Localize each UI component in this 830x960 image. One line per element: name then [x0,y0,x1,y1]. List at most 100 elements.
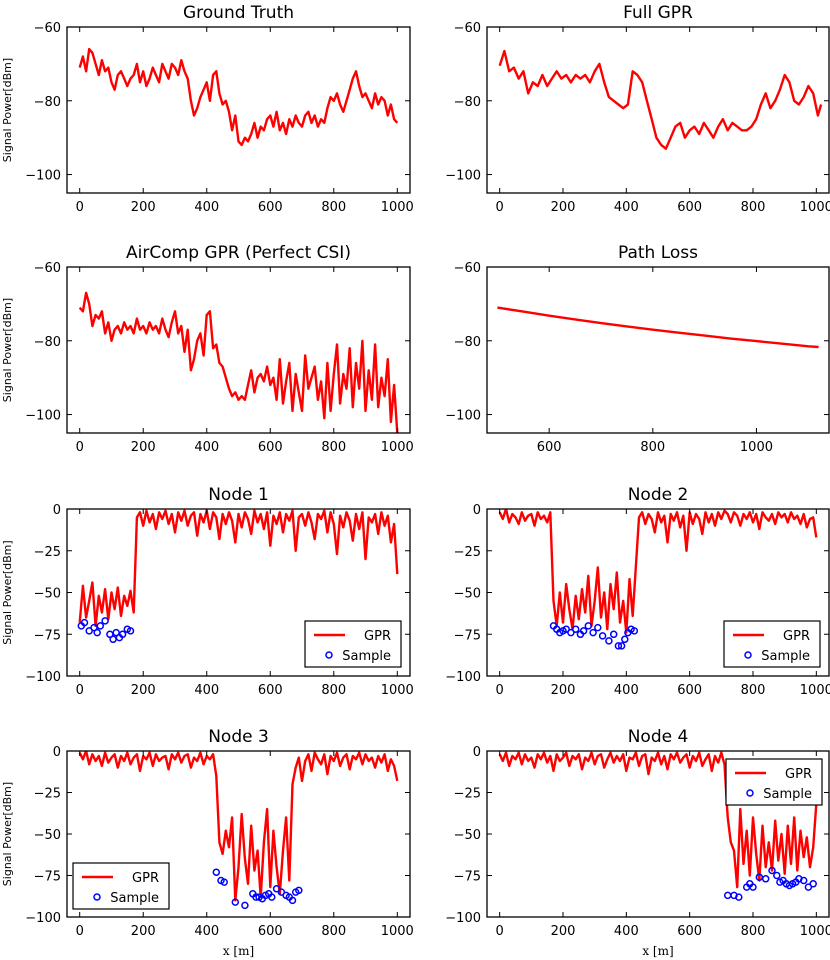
x-axis-label: x [m] [223,944,254,958]
sample-point [799,876,808,885]
legend: GPR Sample [72,862,170,910]
series-line-signal [497,306,819,349]
x-tick-label: 0 [76,924,84,939]
x-tick-label: 0 [76,200,84,215]
x-tick-label: 1000 [800,924,830,939]
sample-point [579,627,588,635]
sample-point [605,637,613,645]
sample-point [761,875,770,883]
legend-box [723,620,821,668]
x-tick-label: 400 [614,683,639,698]
x-tick-label: 1000 [800,683,830,698]
x-tick-label: 600 [258,440,283,455]
x-tick-label: 200 [551,924,576,939]
x-tick-label: 600 [258,200,283,215]
y-tick-label: −25 [34,545,61,560]
panel-4: Path Loss 600 800 1000 −60 −80 −100 [445,243,830,455]
series-line-gpr [498,751,818,889]
sample-point [735,893,743,901]
x-tick-label: 800 [741,683,766,698]
sample-point [749,883,757,891]
x-tick-label: 0 [76,683,84,698]
x-tick-label: 800 [640,440,665,455]
legend: GPR Sample [725,758,823,806]
sample-point [768,866,776,875]
sample-point [567,628,575,637]
legend: GPR Sample [304,620,402,668]
x-tick-label: 200 [131,924,156,939]
x-tick-label: 800 [741,924,766,939]
y-tick-label: −100 [25,911,61,926]
sample-point [231,898,240,906]
sample-point [809,880,817,888]
x-tick-label: 0 [76,440,84,455]
chart-title: Node 4 [628,727,689,747]
legend-label-gpr: GPR [783,629,810,644]
sample-point [288,896,297,905]
plot-frame [66,266,411,434]
chart-title: Full GPR [623,3,693,23]
x-tick-label: 1000 [740,440,773,455]
sample-point [804,883,813,891]
y-tick-label: −50 [454,587,481,602]
y-axis-label: Signal Power[dBm] [1,782,14,886]
x-tick-label: 200 [131,683,156,698]
legend-marker-swatch [746,789,754,797]
y-tick-label: −50 [34,828,61,843]
sample-point [212,868,221,876]
sample-point [126,627,135,635]
legend-label-sample: Sample [763,787,812,802]
sample-point [112,628,120,637]
panel-2: Full GPR 0 200 400 600 800 1000 −60 −80 −100 [445,3,830,215]
y-tick-label: −100 [25,670,61,685]
series-line-signal [78,291,399,433]
panel-3: AirComp GPR (Perfect CSI) 0 200 400 600 800 10… [1,243,414,455]
y-tick-label: −100 [445,911,481,926]
y-tick-label: 0 [473,503,481,518]
chart-title: Ground Truth [183,3,294,23]
x-tick-label: 0 [496,924,504,939]
sample-point [589,628,597,637]
sample-point [96,622,105,630]
x-tick-label: 200 [551,683,576,698]
panel-8: Node 4 0 200 400 600 800 1000 0 −25 −50 −75 −100 x [… [445,727,830,958]
chart-title: AirComp GPR (Perfect CSI) [126,243,351,263]
x-tick-label: 1000 [381,924,414,939]
x-tick-label: 600 [258,924,283,939]
legend: GPR Sample [723,620,821,668]
x-tick-label: 400 [194,200,219,215]
sample-point [723,891,732,900]
legend-label-gpr: GPR [364,629,391,644]
sample-point [295,886,303,895]
chart-title: Node 2 [628,485,689,505]
x-tick-label: 800 [321,200,346,215]
series-line-signal [498,49,823,150]
y-tick-label: −60 [454,261,481,276]
chart-title: Node 3 [208,727,269,747]
y-tick-label: −25 [454,787,481,802]
plot-frame [486,26,830,194]
sample-point [621,635,629,644]
x-tick-label: 1000 [800,200,830,215]
y-tick-label: −75 [34,628,61,643]
y-tick-label: −100 [445,409,481,424]
x-tick-label: 800 [321,440,346,455]
panel-1: Ground Truth 0 200 400 600 800 1000 −60 −80 −100 S… [1,3,414,215]
sample-point [220,878,228,886]
sample-point [584,622,593,630]
x-tick-label: 0 [496,683,504,698]
y-tick-label: −60 [34,21,61,36]
sample-point [562,625,570,633]
legend-box [725,758,823,806]
x-tick-label: 800 [321,683,346,698]
y-tick-label: −75 [454,628,481,643]
y-tick-label: −100 [25,169,61,184]
x-tick-label: 800 [321,924,346,939]
x-tick-label: 200 [551,200,576,215]
sample-point [773,871,781,880]
y-tick-label: −80 [454,335,481,350]
series-line-gpr [498,509,818,634]
x-tick-label: 1000 [381,683,414,698]
y-axis-label: Signal Power[dBm] [1,58,14,162]
